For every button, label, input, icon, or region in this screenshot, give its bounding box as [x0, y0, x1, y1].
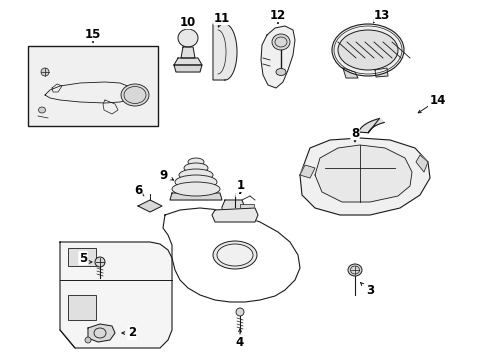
Text: 12: 12	[269, 9, 285, 22]
Ellipse shape	[183, 163, 207, 173]
Polygon shape	[45, 82, 138, 103]
Ellipse shape	[236, 308, 244, 316]
Ellipse shape	[213, 241, 257, 269]
Polygon shape	[138, 200, 162, 212]
Ellipse shape	[179, 169, 213, 181]
Polygon shape	[163, 208, 299, 302]
Bar	[68, 295, 96, 320]
Polygon shape	[212, 208, 258, 222]
Polygon shape	[60, 242, 172, 348]
Ellipse shape	[41, 68, 49, 76]
Polygon shape	[299, 165, 314, 178]
Text: 14: 14	[429, 94, 445, 107]
Text: 4: 4	[235, 336, 244, 348]
Text: 8: 8	[350, 126, 358, 140]
Text: 7: 7	[235, 184, 244, 197]
Polygon shape	[181, 47, 195, 58]
Ellipse shape	[337, 30, 397, 70]
Ellipse shape	[275, 68, 285, 76]
Text: 15: 15	[84, 27, 101, 41]
Polygon shape	[299, 138, 429, 215]
Ellipse shape	[172, 182, 220, 196]
Text: 9: 9	[159, 168, 167, 181]
Text: 1: 1	[237, 179, 244, 192]
Text: 11: 11	[213, 12, 230, 24]
Ellipse shape	[175, 175, 217, 189]
Polygon shape	[415, 155, 427, 172]
Polygon shape	[52, 84, 62, 92]
Bar	[68, 248, 96, 266]
Ellipse shape	[85, 337, 91, 343]
Polygon shape	[374, 68, 387, 77]
Ellipse shape	[347, 264, 361, 276]
Ellipse shape	[187, 158, 203, 166]
Polygon shape	[103, 100, 118, 114]
Ellipse shape	[331, 24, 403, 76]
Polygon shape	[342, 68, 357, 78]
Polygon shape	[213, 24, 237, 80]
Bar	[28, 46, 158, 126]
Ellipse shape	[271, 34, 289, 50]
Polygon shape	[222, 200, 244, 220]
Polygon shape	[174, 65, 202, 72]
Ellipse shape	[178, 29, 198, 47]
Polygon shape	[88, 324, 115, 342]
Text: 2: 2	[128, 327, 136, 339]
Bar	[240, 204, 253, 212]
Polygon shape	[314, 145, 411, 202]
Polygon shape	[358, 118, 384, 133]
Ellipse shape	[121, 84, 149, 106]
Ellipse shape	[95, 257, 105, 267]
Text: 5: 5	[79, 252, 87, 265]
Text: 13: 13	[373, 9, 389, 22]
Polygon shape	[261, 26, 294, 88]
Text: 3: 3	[365, 284, 373, 297]
Text: 6: 6	[134, 184, 142, 197]
Text: 10: 10	[180, 15, 196, 28]
Polygon shape	[170, 193, 222, 200]
Polygon shape	[174, 58, 202, 65]
Ellipse shape	[217, 244, 252, 266]
Ellipse shape	[39, 107, 45, 113]
